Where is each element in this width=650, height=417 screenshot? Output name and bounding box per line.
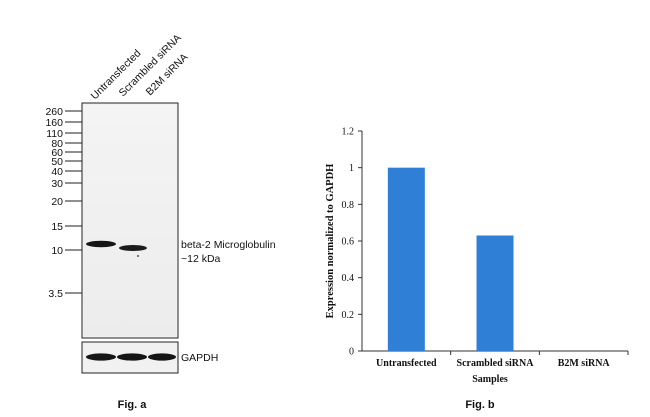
band-label-size: ~12 kDa (181, 253, 221, 265)
marker-label-30: 30 (51, 178, 63, 190)
figure-a-caption: Fig. a (118, 399, 148, 411)
marker-label-50: 50 (51, 156, 63, 168)
marker-ladder: 260 160 110 80 60 50 40 30 20 15 10 3.5 (45, 106, 82, 300)
marker-label-160: 160 (45, 117, 63, 129)
b2m-band-untransfected (86, 240, 116, 248)
bar-untransfected (387, 167, 425, 351)
x-tick-label: B2M siRNA (558, 358, 611, 369)
y-tick-label: 0.4 (342, 273, 355, 284)
western-blot-panel: Untransfected Scrambled siRNA B2M siRNA (45, 32, 275, 411)
marker-label-3-5: 3.5 (48, 288, 63, 300)
figure-b-caption: Fig. b (465, 399, 495, 411)
bar-scrambled-sirna (476, 235, 514, 351)
marker-label-15: 15 (51, 221, 63, 233)
bar-chart-panel: Expression normalized to GAPDH 0 0.2 0.4 0.… (325, 127, 629, 411)
marker-label-80: 80 (51, 138, 63, 150)
b2m-band-scrambled-sirna (119, 245, 147, 251)
x-tick-label: Scrambled siRNA (457, 358, 535, 369)
x-axis-title: Samples (472, 374, 508, 385)
marker-label-60: 60 (51, 147, 63, 159)
bars-group (387, 167, 514, 351)
y-tick-label: 1.2 (342, 127, 355, 138)
band-label-protein: beta-2 Microglobulin (181, 239, 276, 251)
x-tick-label: Untransfected (376, 358, 437, 369)
y-tick-label: 0.8 (342, 200, 355, 211)
blot-speck (137, 255, 139, 257)
marker-label-40: 40 (51, 166, 63, 178)
marker-label-260: 260 (45, 106, 63, 118)
y-axis-ticks: 0 0.2 0.4 0.6 0.8 1 1.2 (342, 127, 362, 358)
marker-label-10: 10 (51, 245, 63, 257)
marker-label-20: 20 (51, 196, 63, 208)
gapdh-band-b2m-sirna (148, 353, 176, 361)
x-axis-tick-labels: Untransfected Scrambled siRNA B2M siRNA (376, 351, 629, 369)
gapdh-label: GAPDH (181, 352, 218, 364)
y-tick-label: 1 (349, 163, 354, 174)
y-axis-title: Expression normalized to GAPDH (325, 164, 336, 319)
gapdh-band-scrambled-sirna (117, 353, 147, 361)
marker-label-110: 110 (46, 128, 63, 140)
y-tick-label: 0 (349, 347, 354, 358)
y-tick-label: 0.6 (342, 237, 355, 248)
blot-background-shading (84, 105, 176, 336)
y-tick-label: 0.2 (342, 310, 355, 321)
gapdh-band-untransfected (86, 353, 116, 361)
